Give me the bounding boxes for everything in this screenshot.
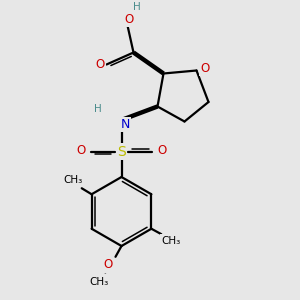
Text: O: O bbox=[76, 143, 85, 157]
Text: H: H bbox=[94, 104, 101, 115]
Text: O: O bbox=[200, 61, 209, 75]
Text: O: O bbox=[158, 143, 166, 157]
Text: H: H bbox=[133, 2, 141, 13]
Text: O: O bbox=[104, 258, 113, 272]
Text: CH₃: CH₃ bbox=[63, 175, 82, 185]
Text: N: N bbox=[120, 118, 130, 131]
Text: O: O bbox=[124, 13, 134, 26]
Text: CH₃: CH₃ bbox=[89, 277, 108, 287]
Text: CH₃: CH₃ bbox=[161, 236, 181, 246]
Text: O: O bbox=[95, 58, 104, 71]
Text: S: S bbox=[117, 145, 126, 158]
